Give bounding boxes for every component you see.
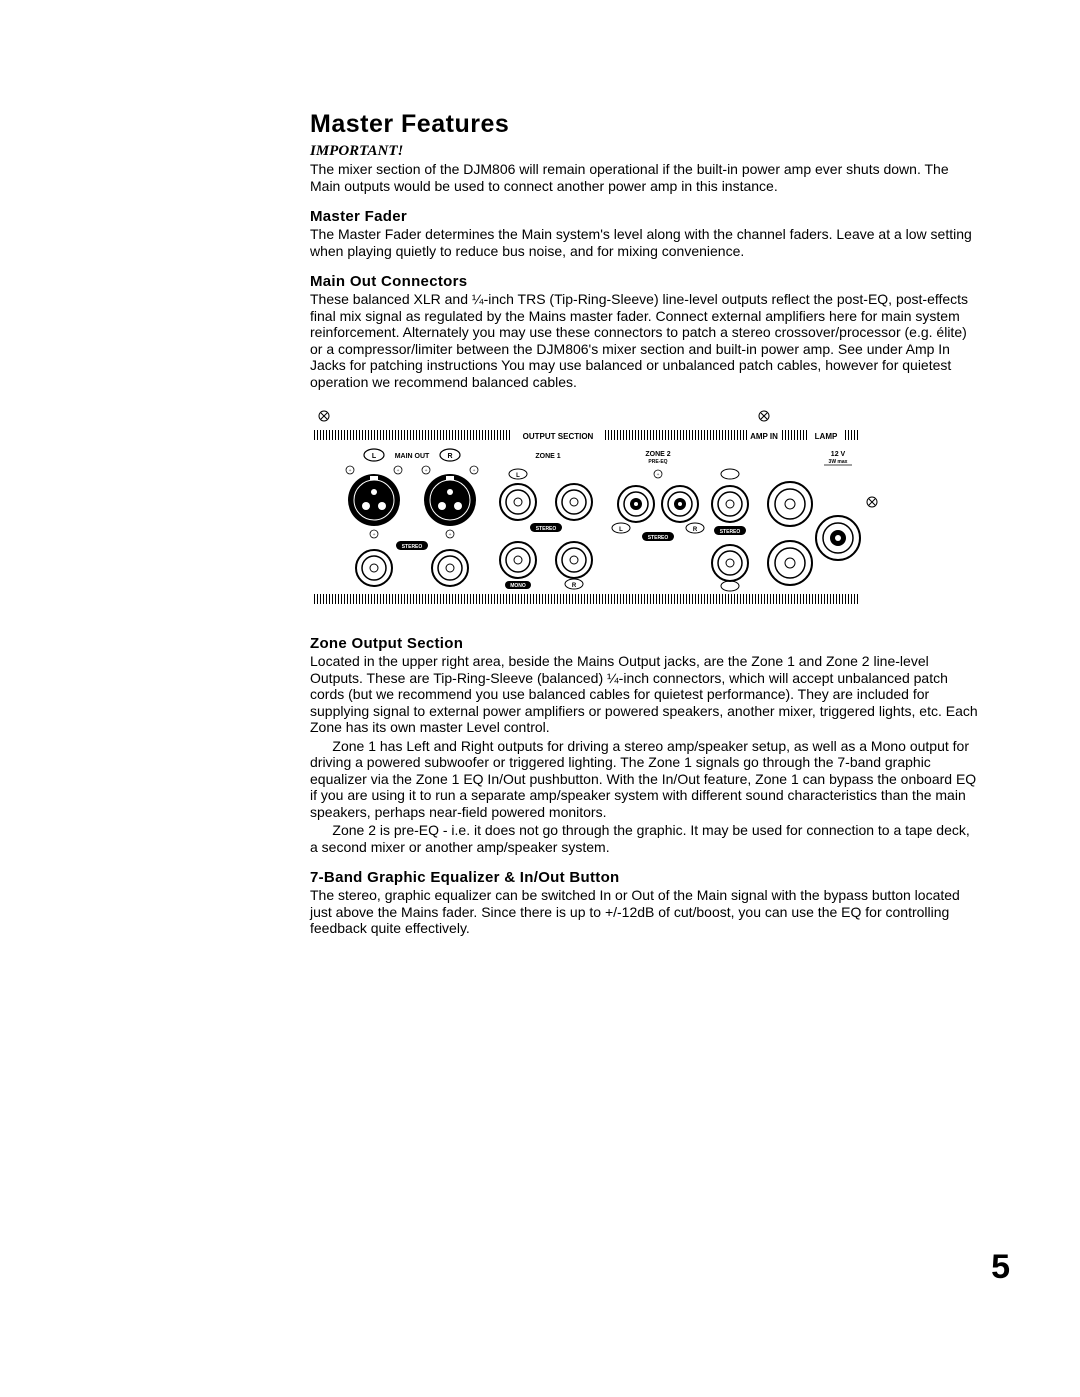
zone-output-p1: Located in the upper right area, beside … — [310, 653, 980, 736]
trs-jack-icon — [768, 541, 812, 585]
svg-text:L: L — [516, 473, 520, 479]
main-out-labels: L MAIN OUT R — [364, 449, 460, 461]
svg-text:+: + — [473, 469, 476, 474]
svg-text:R: R — [572, 583, 577, 589]
amp-in-label: AMP IN — [750, 432, 778, 441]
output-section-diagram: OUTPUT SECTION AMP IN LAMP L MAIN OUT R … — [310, 408, 980, 613]
zone2-label: ZONE 2 — [645, 451, 670, 458]
screw-icon — [867, 497, 877, 507]
svg-text:+: + — [397, 469, 400, 474]
svg-text:STEREO: STEREO — [720, 529, 741, 535]
svg-text:+: + — [425, 469, 428, 474]
important-body: The mixer section of the DJM806 will rem… — [310, 161, 980, 194]
stereo-pill: STEREO — [402, 544, 423, 550]
output-section-label: OUTPUT SECTION — [523, 432, 594, 441]
svg-text:STEREO: STEREO — [648, 535, 669, 541]
zone2-sublabel: PRE-EQ — [648, 459, 667, 465]
main-out-heading: Main Out Connectors — [310, 273, 980, 290]
svg-text:+: + — [449, 533, 452, 538]
trs-jack-icon — [712, 545, 748, 581]
page-root: Master Features IMPORTANT! The mixer sec… — [0, 0, 1080, 1397]
trs-jack-icon — [556, 542, 592, 578]
trs-jack-icon — [662, 486, 698, 522]
lamp-v-label: 12 V — [831, 451, 846, 458]
trs-jack-icon — [618, 486, 654, 522]
lamp-jack-icon — [816, 516, 860, 560]
eq-body: The stereo, graphic equalizer can be swi… — [310, 887, 980, 937]
lamp-sublabel: 3W max — [829, 459, 848, 465]
zone1-label: ZONE 1 — [535, 453, 560, 460]
important-label: IMPORTANT! — [310, 143, 980, 160]
svg-text:R: R — [693, 527, 698, 533]
trs-jack-icon — [712, 486, 748, 522]
svg-text:+: + — [657, 473, 660, 478]
svg-text:+: + — [349, 469, 352, 474]
xlr-left-icon: + + — [346, 466, 402, 526]
trs-jack-icon — [556, 484, 592, 520]
screw-icon — [319, 411, 329, 421]
master-fader-body: The Master Fader determines the Main sys… — [310, 226, 980, 259]
svg-text:+: + — [373, 533, 376, 538]
xlr-right-icon: + + — [422, 466, 478, 526]
screw-icon — [759, 411, 769, 421]
trs-jack-icon — [768, 482, 812, 526]
eq-heading: 7-Band Graphic Equalizer & In/Out Button — [310, 869, 980, 886]
zone-output-p3: Zone 2 is pre-EQ - i.e. it does not go t… — [310, 822, 980, 855]
svg-text:R: R — [447, 453, 452, 460]
trs-jack-icon — [500, 542, 536, 578]
page-number: 5 — [991, 1248, 1010, 1287]
svg-text:L: L — [619, 527, 623, 533]
main-out-body: These balanced XLR and ¼-inch TRS (Tip-R… — [310, 291, 980, 390]
zone-output-p2: Zone 1 has Left and Right outputs for dr… — [310, 738, 980, 821]
trs-jack-icon — [432, 550, 468, 586]
svg-text:STEREO: STEREO — [536, 526, 557, 532]
svg-text:MONO: MONO — [510, 583, 526, 589]
svg-text:L: L — [372, 453, 377, 460]
page-title: Master Features — [310, 110, 980, 139]
lamp-label: LAMP — [815, 432, 838, 441]
master-fader-heading: Master Fader — [310, 208, 980, 225]
trs-jack-icon — [500, 484, 536, 520]
zone-output-heading: Zone Output Section — [310, 635, 980, 652]
svg-text:MAIN OUT: MAIN OUT — [395, 453, 430, 460]
trs-jack-icon — [356, 550, 392, 586]
